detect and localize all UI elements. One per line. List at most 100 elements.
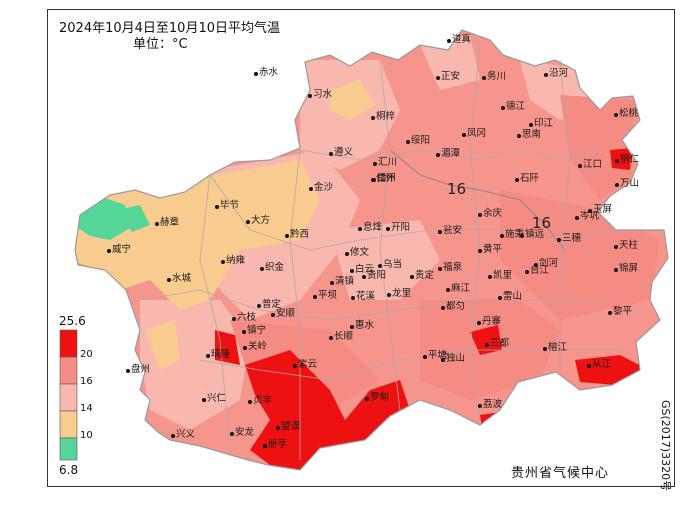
city-label: 江口 — [583, 159, 603, 170]
city-label: 凤冈 — [467, 128, 487, 139]
city-marker — [478, 249, 482, 253]
unit-label: 单位：°C — [133, 37, 188, 52]
city-marker — [587, 364, 591, 368]
city-marker — [387, 293, 391, 297]
city-label: 长顺 — [334, 331, 354, 342]
city-label: 兴仁 — [207, 393, 227, 404]
legend-break-14: 14 — [80, 403, 93, 414]
city-marker — [534, 263, 538, 267]
city-label: 贵定 — [415, 270, 435, 281]
city-marker — [373, 162, 377, 166]
city-label: 福泉 — [443, 262, 463, 273]
city-marker — [500, 234, 504, 238]
city-label: 罗甸 — [370, 392, 390, 403]
city-marker — [351, 296, 355, 300]
city-marker — [171, 434, 175, 438]
city-label: 纳雍 — [226, 255, 246, 266]
contour-label: 16 — [532, 214, 552, 232]
city-marker — [614, 245, 618, 249]
city-label: 镇远 — [525, 229, 545, 240]
contour-16 — [389, 149, 566, 251]
city-label: 铜仁 — [620, 154, 640, 165]
city-marker — [350, 325, 354, 329]
city-label: 遵义 — [334, 147, 354, 158]
city-label: 沿河 — [549, 68, 569, 79]
city-label: 都匀 — [446, 301, 466, 312]
city-label: 丹寨 — [482, 316, 502, 327]
agency-label: 贵州省气候中心 — [511, 466, 610, 481]
city-label: 赫章 — [160, 217, 180, 228]
city-marker — [254, 72, 258, 76]
city-marker — [242, 330, 246, 334]
city-marker — [614, 268, 618, 272]
city-label: 平塘 — [428, 350, 448, 361]
city-marker — [477, 321, 481, 325]
city-marker — [378, 264, 382, 268]
city-marker — [446, 288, 450, 292]
city-marker — [608, 311, 612, 315]
city-label: 安顺 — [276, 308, 296, 319]
map-title: 2024年10月4日至10月10日平均气温 — [59, 21, 280, 36]
city-marker — [345, 252, 349, 256]
city-marker — [482, 76, 486, 80]
city-marker — [436, 153, 440, 157]
legend-break-10: 10 — [80, 430, 93, 441]
city-marker — [313, 295, 317, 299]
city-label: 普定 — [262, 299, 282, 310]
city-label: 台江 — [530, 265, 550, 276]
legend-colorbar — [59, 329, 78, 461]
city-marker — [557, 238, 561, 242]
city-marker — [308, 94, 312, 98]
city-marker — [462, 133, 466, 137]
city-marker — [615, 183, 619, 187]
city-label: 剑河 — [539, 258, 559, 269]
city-label: 锦屏 — [619, 263, 639, 274]
city-marker — [438, 230, 442, 234]
city-label: 务川 — [487, 71, 507, 82]
city-label: 绥阳 — [411, 135, 431, 146]
city-label: 惠水 — [355, 320, 375, 331]
city-label: 印江 — [534, 118, 554, 129]
city-marker — [615, 159, 619, 163]
city-label: 天柱 — [619, 240, 639, 251]
city-label: 汇川 — [378, 157, 398, 168]
city-label: 凯里 — [493, 270, 513, 281]
city-label: 赤水 — [259, 67, 279, 78]
map-approval-code: GS(2017)3320号 — [659, 400, 672, 492]
city-marker — [126, 369, 130, 373]
city-label: 紫云 — [298, 359, 318, 370]
city-marker — [221, 260, 225, 264]
city-marker — [447, 39, 451, 43]
city-label: 正安 — [441, 71, 461, 82]
city-marker — [107, 249, 111, 253]
city-label: 黔西 — [290, 229, 310, 240]
city-marker — [206, 354, 210, 358]
city-marker — [436, 76, 440, 80]
city-marker — [215, 205, 219, 209]
county-boundaries — [139, 39, 621, 460]
legend-max: 25.6 — [59, 314, 86, 328]
city-marker — [423, 355, 427, 359]
city-marker — [478, 213, 482, 217]
city-marker — [578, 164, 582, 168]
city-label: 玉屏 — [593, 204, 613, 215]
city-label: 习水 — [313, 89, 333, 100]
city-marker — [372, 178, 376, 182]
city-label: 黄平 — [483, 244, 503, 255]
legend-break-20: 20 — [80, 349, 93, 360]
city-label: 荔波 — [483, 399, 503, 410]
city-marker — [358, 227, 362, 231]
city-marker — [517, 134, 521, 138]
city-marker — [365, 397, 369, 401]
city-label: 湄潭 — [441, 148, 461, 159]
city-marker — [330, 281, 334, 285]
legend-min: 6.8 — [59, 463, 79, 477]
city-marker — [498, 296, 502, 300]
city-label: 万山 — [620, 178, 640, 189]
city-marker — [386, 227, 390, 231]
city-label: 德江 — [506, 101, 526, 112]
city-marker — [293, 364, 297, 368]
city-marker — [485, 343, 489, 347]
city-label: 晴隆 — [211, 349, 231, 360]
city-marker — [276, 426, 280, 430]
